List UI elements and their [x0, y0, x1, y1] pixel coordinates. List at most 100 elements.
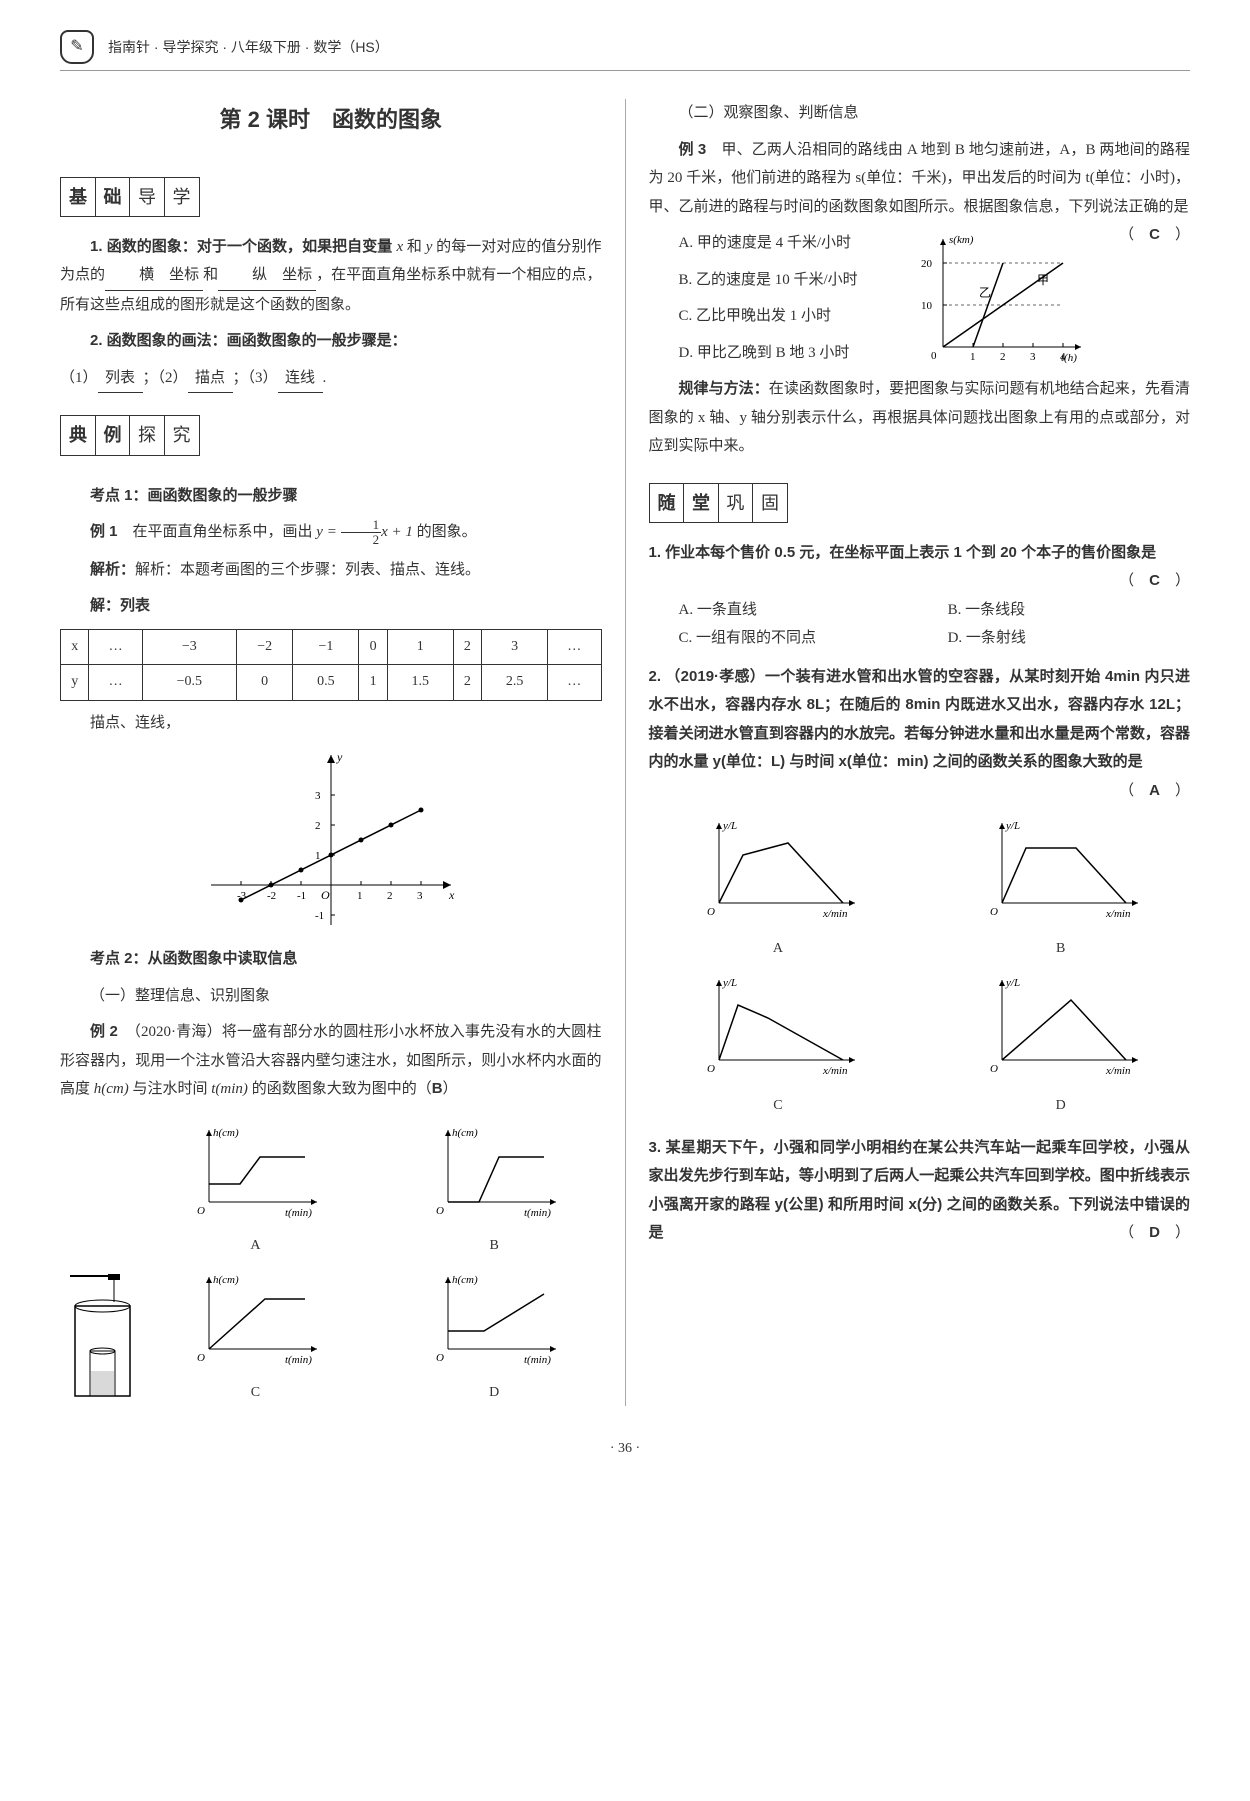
ex1-table: x … −3 −2 −1 0 1 2 3 … y … −0.5 0 0.5 1 … [60, 629, 602, 701]
svg-text:O: O [707, 906, 715, 918]
svg-text:t(min): t(min) [524, 1354, 551, 1366]
svg-text:t(min): t(min) [524, 1207, 551, 1219]
svg-text:3: 3 [1030, 351, 1036, 363]
answer-paren: （ D ） [1119, 1219, 1190, 1248]
blank: 纵 坐标 [218, 261, 316, 291]
sub2: （二）观察图象、判断信息 [649, 99, 1191, 128]
svg-text:h(cm): h(cm) [213, 1127, 239, 1139]
text: 的图象。 [413, 524, 477, 540]
svg-text:h(cm): h(cm) [213, 1274, 239, 1286]
section-jichu: 基 础 导 学 [60, 177, 198, 217]
table-row: x … −3 −2 −1 0 1 2 3 … [61, 629, 602, 665]
ex-label: 例 3 [679, 141, 707, 158]
opt-c: C. 乙比甲晚出发 1 小时 [649, 302, 894, 331]
svg-text:y/L: y/L [722, 977, 737, 989]
svg-text:O: O [707, 1063, 715, 1075]
opt-label: B [387, 1233, 602, 1260]
ex2-opt-b: h(cm)t(min)O B [387, 1122, 602, 1259]
ex3-chart: s(km)t(h)012341020甲乙 [909, 229, 1089, 369]
blank: 横 坐标 [105, 261, 203, 291]
section-suitang: 随 堂 巩 固 [649, 483, 787, 523]
blank: 列表 [98, 364, 143, 394]
svg-text:-1: -1 [297, 890, 306, 902]
mini-chart: y/Lx/minO [976, 972, 1146, 1082]
q2-charts: y/Lx/minO A y/Lx/minO B y/Lx/minO C y/Lx… [649, 815, 1191, 1119]
svg-text:y/L: y/L [722, 820, 737, 832]
svg-text:y/L: y/L [1005, 977, 1020, 989]
ex3: 例 3 甲、乙两人沿相同的路线由 A 地到 B 地匀速前进，A，B 两地间的路程… [649, 136, 1191, 222]
answer: B [432, 1080, 443, 1097]
q2-opt-a: y/Lx/minO A [649, 815, 908, 962]
opt-label: C [649, 1093, 908, 1120]
opt-label: C [148, 1380, 363, 1407]
blank: 连线 [278, 364, 323, 394]
text: ；（2） [143, 370, 188, 386]
opt-b: B. 一条线段 [918, 596, 1183, 625]
sec-char: 导 [129, 177, 165, 217]
svg-text:20: 20 [921, 258, 933, 270]
mini-chart: h(cm)t(min)O [185, 1269, 325, 1369]
ex2: 例 2 （2020·青海）将一盛有部分水的圆柱形小水杯放入事先没有水的大圆柱形容… [60, 1018, 602, 1104]
jiexi: 解析：解析：本题考画图的三个步骤：列表、描点、连线。 [60, 556, 602, 585]
svg-text:h(cm): h(cm) [452, 1127, 478, 1139]
sec-char: 固 [752, 483, 788, 523]
svg-text:3: 3 [315, 790, 321, 802]
opt-label: D [387, 1380, 602, 1407]
ex-label: 例 2 [90, 1023, 118, 1040]
text: 2. 函数图象的画法：画函数图象的一般步骤是： [90, 332, 407, 349]
sec-char: 基 [60, 177, 96, 217]
cell: 0 [359, 629, 387, 665]
main-columns: 第 2 课时 函数的图象 基 础 导 学 1. 函数的图象：对于一个函数，如果把… [60, 99, 1190, 1406]
text: 1. 作业本每个售价 0.5 元，在坐标平面上表示 1 个到 20 个本子的售价… [649, 544, 1157, 561]
cell: 2.5 [482, 665, 548, 701]
svg-text:甲: 甲 [1037, 273, 1049, 287]
text: ；（3） [233, 370, 278, 386]
svg-text:x: x [448, 888, 455, 902]
cell: x [61, 629, 89, 665]
text: ） [443, 1081, 458, 1097]
svg-text:-1: -1 [315, 910, 324, 922]
q3: 3. 某星期天下午，小强和同学小明相约在某公共汽车站一起乘车回学校，小强从家出发… [649, 1134, 1191, 1248]
cell: … [548, 629, 602, 665]
text: 1. 函数的图象：对于一个函数，如果把自变量 [90, 238, 396, 255]
sec-char: 学 [164, 177, 200, 217]
guilu: 规律与方法：在读函数图象时，要把图象与实际问题有机地结合起来，先看清图象的 x … [649, 375, 1191, 461]
mini-chart: y/Lx/minO [693, 815, 863, 925]
sec-char: 础 [95, 177, 131, 217]
svg-text:-2: -2 [267, 890, 276, 902]
frac-top: 1 [341, 518, 382, 533]
cell: 1.5 [387, 665, 453, 701]
cell: y [61, 665, 89, 701]
answer-paren: （ C ） [1119, 567, 1190, 596]
column-divider [625, 99, 626, 1406]
right-column: （二）观察图象、判断信息 例 3 甲、乙两人沿相同的路线由 A 地到 B 地匀速… [649, 99, 1191, 1406]
svg-text:x/min: x/min [1105, 908, 1131, 920]
opt-a: A. 甲的速度是 4 千米/小时 [649, 229, 894, 258]
mini-chart: h(cm)t(min)O [424, 1122, 564, 1222]
text: 2. （2019·孝感）一个装有进水管和出水管的空容器，从某时刻开始 4min … [649, 668, 1191, 771]
svg-text:h(cm): h(cm) [452, 1274, 478, 1286]
lesson-title: 第 2 课时 函数的图象 [60, 99, 602, 141]
cell: 2 [453, 629, 481, 665]
text: 与注水时间 [129, 1081, 212, 1097]
cell: −3 [142, 629, 236, 665]
kaodian1-title: 考点 1：画函数图象的一般步骤 [60, 482, 602, 511]
table-row: y … −0.5 0 0.5 1 1.5 2 2.5 … [61, 665, 602, 701]
svg-text:y/L: y/L [1005, 820, 1020, 832]
sec-char: 究 [164, 415, 200, 455]
q1: 1. 作业本每个售价 0.5 元，在坐标平面上表示 1 个到 20 个本子的售价… [649, 539, 1191, 568]
svg-text:x/min: x/min [822, 1065, 848, 1077]
svg-text:y: y [336, 750, 343, 764]
cell: 0.5 [293, 665, 359, 701]
cell: −2 [236, 629, 293, 665]
answer: C [1149, 226, 1160, 243]
jichu-p2: 2. 函数图象的画法：画函数图象的一般步骤是： [60, 327, 602, 356]
sec-char: 巩 [718, 483, 754, 523]
svg-text:乙: 乙 [979, 286, 991, 300]
answer-paren: （ C ） [1089, 221, 1190, 250]
cell: 3 [482, 629, 548, 665]
kaodian2-title: 考点 2：从函数图象中读取信息 [60, 945, 602, 974]
cell: … [89, 665, 142, 701]
text: 解：列表 [90, 597, 150, 614]
q2-opt-b: y/Lx/minO B [931, 815, 1190, 962]
